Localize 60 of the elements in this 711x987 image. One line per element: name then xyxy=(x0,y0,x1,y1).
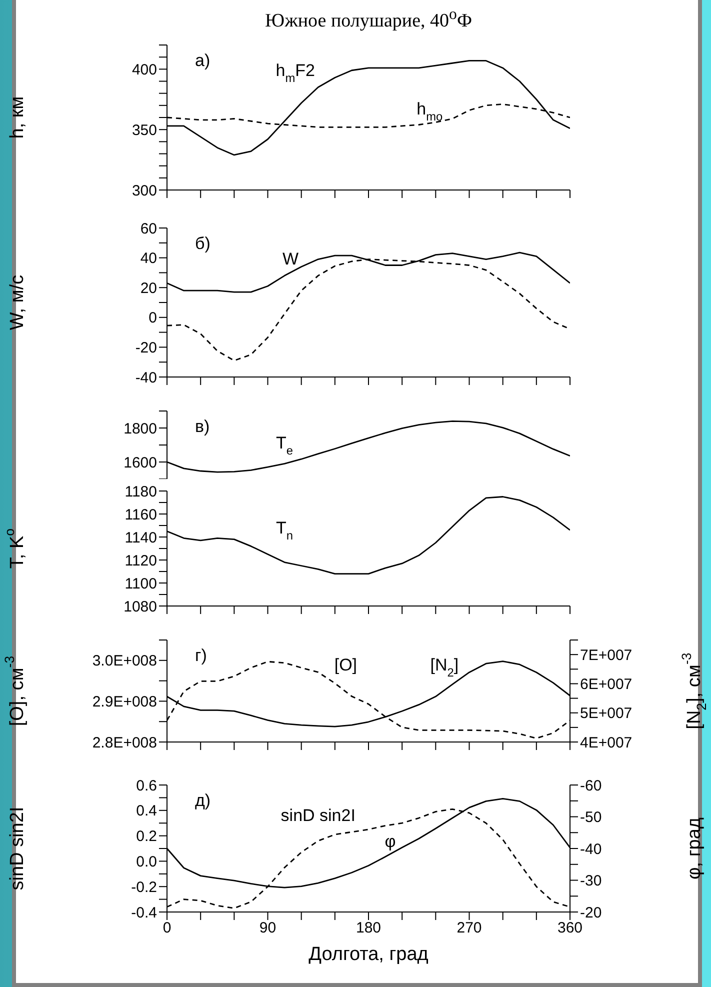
y-tick-label: 350 xyxy=(132,122,157,139)
y-axis-title: W, м/с xyxy=(7,274,28,330)
annotation: в) xyxy=(195,417,210,437)
y2-tick-label: 7E+007 xyxy=(580,646,632,664)
y-tick-label: 300 xyxy=(132,182,157,200)
y-tick-label: 1080 xyxy=(124,598,157,616)
y-tick-label: 400 xyxy=(132,61,157,78)
y2-tick-label: 6E+007 xyxy=(580,676,632,694)
y-tick-label: 20 xyxy=(140,280,157,297)
y2-tick-label: 5E+007 xyxy=(580,705,632,722)
series-label: sinD sin2I xyxy=(280,806,356,826)
y-axis-title: sinD sin2I xyxy=(7,806,28,890)
series-label: T$_{n}$ xyxy=(276,518,294,542)
y-tick-label: 2.8E+008 xyxy=(92,734,157,752)
y-tick-label: 2.9E+008 xyxy=(92,694,157,711)
y2-tick-label: -30 xyxy=(580,872,602,890)
y2-tick-label: -50 xyxy=(580,809,602,826)
series-label: h$_{mo}$ xyxy=(416,100,444,124)
series-label: φ xyxy=(384,832,396,852)
y2-tick-label: 4E+007 xyxy=(580,734,632,752)
y2-axis-title: φ, град xyxy=(684,817,706,880)
annotation: д) xyxy=(195,791,211,811)
y2-tick-label: -20 xyxy=(580,904,602,922)
y2-tick-label: -40 xyxy=(580,840,602,858)
y-tick-label: 0.4 xyxy=(136,802,157,820)
y-tick-label: 0.0 xyxy=(136,854,157,871)
y-tick-label: -20 xyxy=(135,340,157,357)
x-tick-label: 360 xyxy=(557,920,583,937)
annotation: г) xyxy=(195,646,207,666)
y-tick-label: 1100 xyxy=(124,575,157,592)
x-tick-label: 180 xyxy=(356,920,382,937)
y-tick-label: 1160 xyxy=(124,506,157,524)
chart-title: Южное полушарие, 40$^{o}$Ф xyxy=(264,6,473,32)
y-tick-label: 3.0E+008 xyxy=(92,652,157,670)
annotation: б) xyxy=(195,234,210,254)
y-tick-label: -0.2 xyxy=(131,878,157,896)
x-axis-title: Долгота, град xyxy=(308,944,428,965)
y-tick-label: 1800 xyxy=(124,420,157,438)
y2-tick-label: -60 xyxy=(580,777,602,794)
series-label: [N$_{2}$] xyxy=(430,656,459,680)
y-tick-label: 1140 xyxy=(124,529,157,546)
series-label: W xyxy=(282,250,299,270)
x-tick-label: 90 xyxy=(259,920,276,937)
y-tick-label: 1600 xyxy=(124,454,157,472)
y-tick-label: 1180 xyxy=(124,483,157,500)
y-tick-label: 1120 xyxy=(124,552,157,570)
y-tick-label: 40 xyxy=(140,250,157,268)
y-tick-label: -0.4 xyxy=(131,904,157,922)
y-tick-label: 60 xyxy=(140,220,157,238)
series-label: T$_{e}$ xyxy=(276,434,294,458)
series-label: h$_{m}$F2 xyxy=(276,61,315,86)
y-tick-label: -40 xyxy=(135,369,157,386)
x-tick-label: 0 xyxy=(162,920,172,937)
y-tick-label: 0.6 xyxy=(136,777,157,794)
y-tick-label: 0 xyxy=(148,310,157,327)
series-label: [O] xyxy=(334,656,358,675)
y-axis-title: h, км xyxy=(7,96,28,139)
x-tick-label: 270 xyxy=(456,920,482,937)
y-tick-label: 0.2 xyxy=(136,828,157,846)
annotation: а) xyxy=(195,51,210,71)
